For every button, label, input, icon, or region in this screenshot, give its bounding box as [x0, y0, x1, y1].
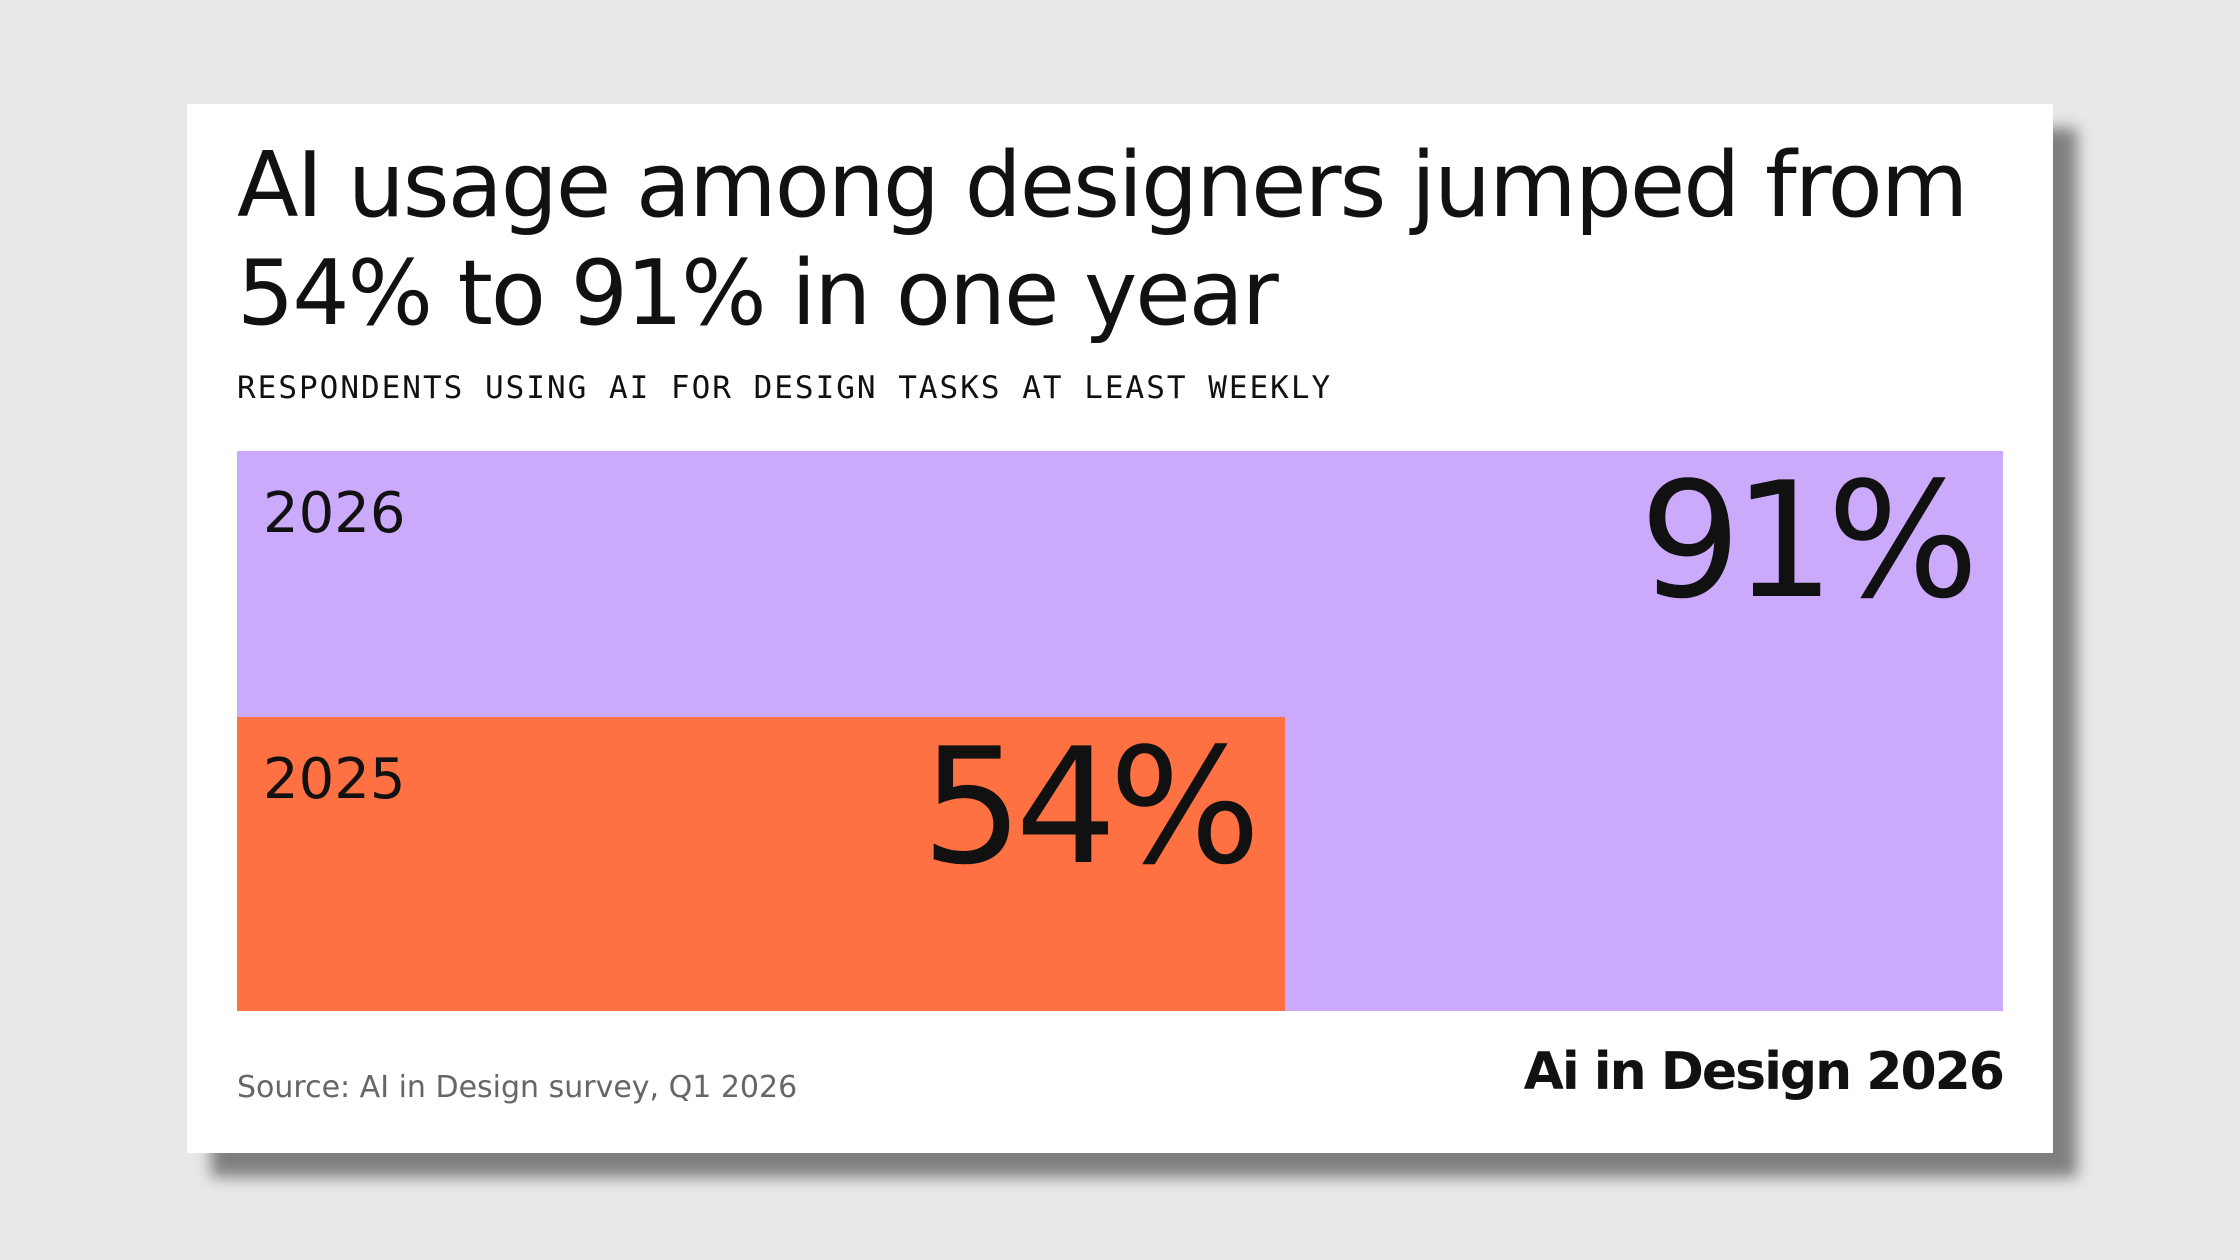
chart-title: AI usage among designers jumped from 54%…: [237, 133, 1968, 346]
source-note: Source: AI in Design survey, Q1 2026: [237, 1070, 798, 1105]
value-label: 54%: [921, 713, 1261, 900]
brand: Ai in Design 2026: [1523, 1042, 2005, 1102]
bar: 2025 54%: [237, 717, 1285, 1011]
category-label: 2026: [263, 481, 406, 546]
plot: 2026 91% 2025 54%: [237, 451, 2003, 1011]
category-label: 2025: [263, 747, 406, 812]
card: AI usage among designers jumped from 54%…: [187, 104, 2053, 1153]
value-label: 91%: [1639, 447, 1979, 634]
chart-subtitle: RESPONDENTS USING AI FOR DESIGN TASKS AT…: [237, 370, 1333, 406]
